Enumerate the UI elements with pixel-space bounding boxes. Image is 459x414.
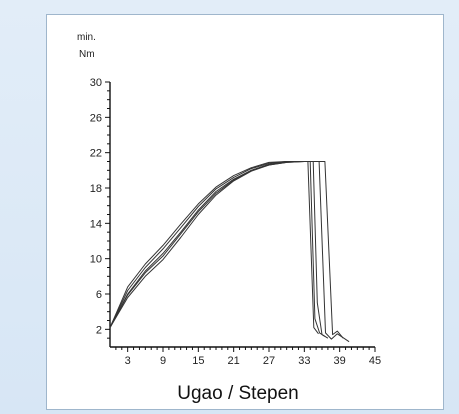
y-tick-label: 6 [96,289,102,301]
y-axis-label-line1: min. [77,32,96,43]
x-axis-title: Ugao / Stepen [177,383,298,404]
series-line-4 [109,161,344,339]
y-tick-label: 30 [90,77,102,89]
y-tick-label: 18 [90,183,102,195]
y-tick-label: 10 [90,254,102,266]
x-ticks: 3 9 15 21 27 33 39 45 [115,347,381,367]
series-line-1 [109,161,329,339]
x-tick-label: 33 [298,355,310,367]
x-tick-label: 27 [263,355,275,367]
x-tick-label: 3 [125,355,131,367]
y-tick-label: 14 [90,218,102,230]
x-tick-label: 15 [192,355,204,367]
x-tick-label: 45 [369,355,381,367]
x-tick-label: 21 [228,355,240,367]
y-axis-label-line2: Nm [79,49,95,60]
y-tick-label: 26 [90,112,102,124]
y-tick-label: 22 [90,148,102,160]
y-tick-label: 2 [96,324,102,336]
series-lines [109,161,350,343]
series-line-3 [109,161,319,335]
series-line-5 [109,161,350,343]
x-tick-label: 9 [160,355,166,367]
chart-card [46,14,444,410]
x-tick-label: 39 [334,355,346,367]
